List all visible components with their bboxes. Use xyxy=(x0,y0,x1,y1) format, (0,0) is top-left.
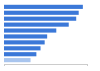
bar xyxy=(4,52,36,56)
tick xyxy=(87,64,88,66)
tick xyxy=(4,64,5,66)
bar xyxy=(4,28,56,32)
bar xyxy=(4,58,31,62)
tick-mark xyxy=(4,64,5,66)
plot xyxy=(4,5,88,66)
bar xyxy=(4,34,47,38)
bar xyxy=(4,11,79,15)
y-axis xyxy=(4,7,5,60)
bar xyxy=(4,17,76,21)
bars xyxy=(4,5,83,62)
tick-mark xyxy=(87,64,88,66)
chart xyxy=(0,0,100,71)
axis-line xyxy=(5,65,88,67)
bar xyxy=(4,46,41,50)
x-axis xyxy=(5,64,88,66)
bar xyxy=(4,5,83,9)
bar xyxy=(4,23,69,27)
bar xyxy=(4,40,45,44)
